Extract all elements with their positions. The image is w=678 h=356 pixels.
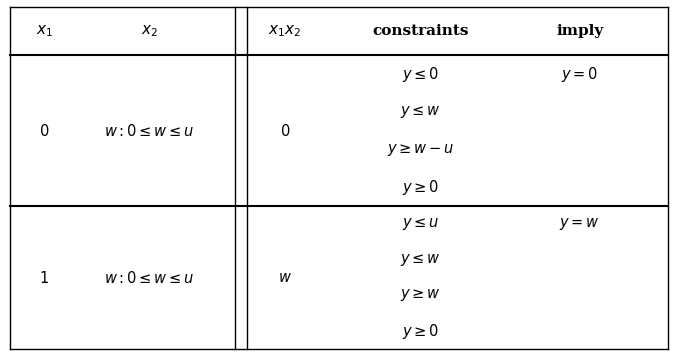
Text: $y = w$: $y = w$ bbox=[559, 216, 600, 232]
Text: $w:0\leq w\leq u$: $w:0\leq w\leq u$ bbox=[104, 270, 195, 286]
Text: constraints: constraints bbox=[372, 24, 468, 38]
Text: $x_1$: $x_1$ bbox=[35, 23, 53, 39]
Text: $0$: $0$ bbox=[39, 123, 49, 139]
Text: $x_1x_2$: $x_1x_2$ bbox=[268, 23, 302, 39]
Text: $y \geq w$: $y \geq w$ bbox=[400, 288, 441, 303]
Text: $w$: $w$ bbox=[278, 271, 292, 285]
Text: $y = 0$: $y = 0$ bbox=[561, 64, 599, 84]
Text: $1$: $1$ bbox=[39, 270, 49, 286]
Text: $y \geq 0$: $y \geq 0$ bbox=[401, 178, 439, 197]
Text: imply: imply bbox=[556, 24, 603, 38]
Text: $y \leq w$: $y \leq w$ bbox=[400, 252, 441, 268]
Text: $y \geq 0$: $y \geq 0$ bbox=[401, 321, 439, 341]
Text: $y \leq u$: $y \leq u$ bbox=[401, 216, 439, 232]
Text: $y \leq 0$: $y \leq 0$ bbox=[401, 64, 439, 84]
Text: $y \leq w$: $y \leq w$ bbox=[400, 104, 441, 120]
Text: $x_2$: $x_2$ bbox=[140, 23, 158, 39]
Text: $0$: $0$ bbox=[279, 123, 290, 139]
Text: $y \geq w-u$: $y \geq w-u$ bbox=[386, 142, 454, 158]
Text: $w:0\leq w\leq u$: $w:0\leq w\leq u$ bbox=[104, 123, 195, 139]
